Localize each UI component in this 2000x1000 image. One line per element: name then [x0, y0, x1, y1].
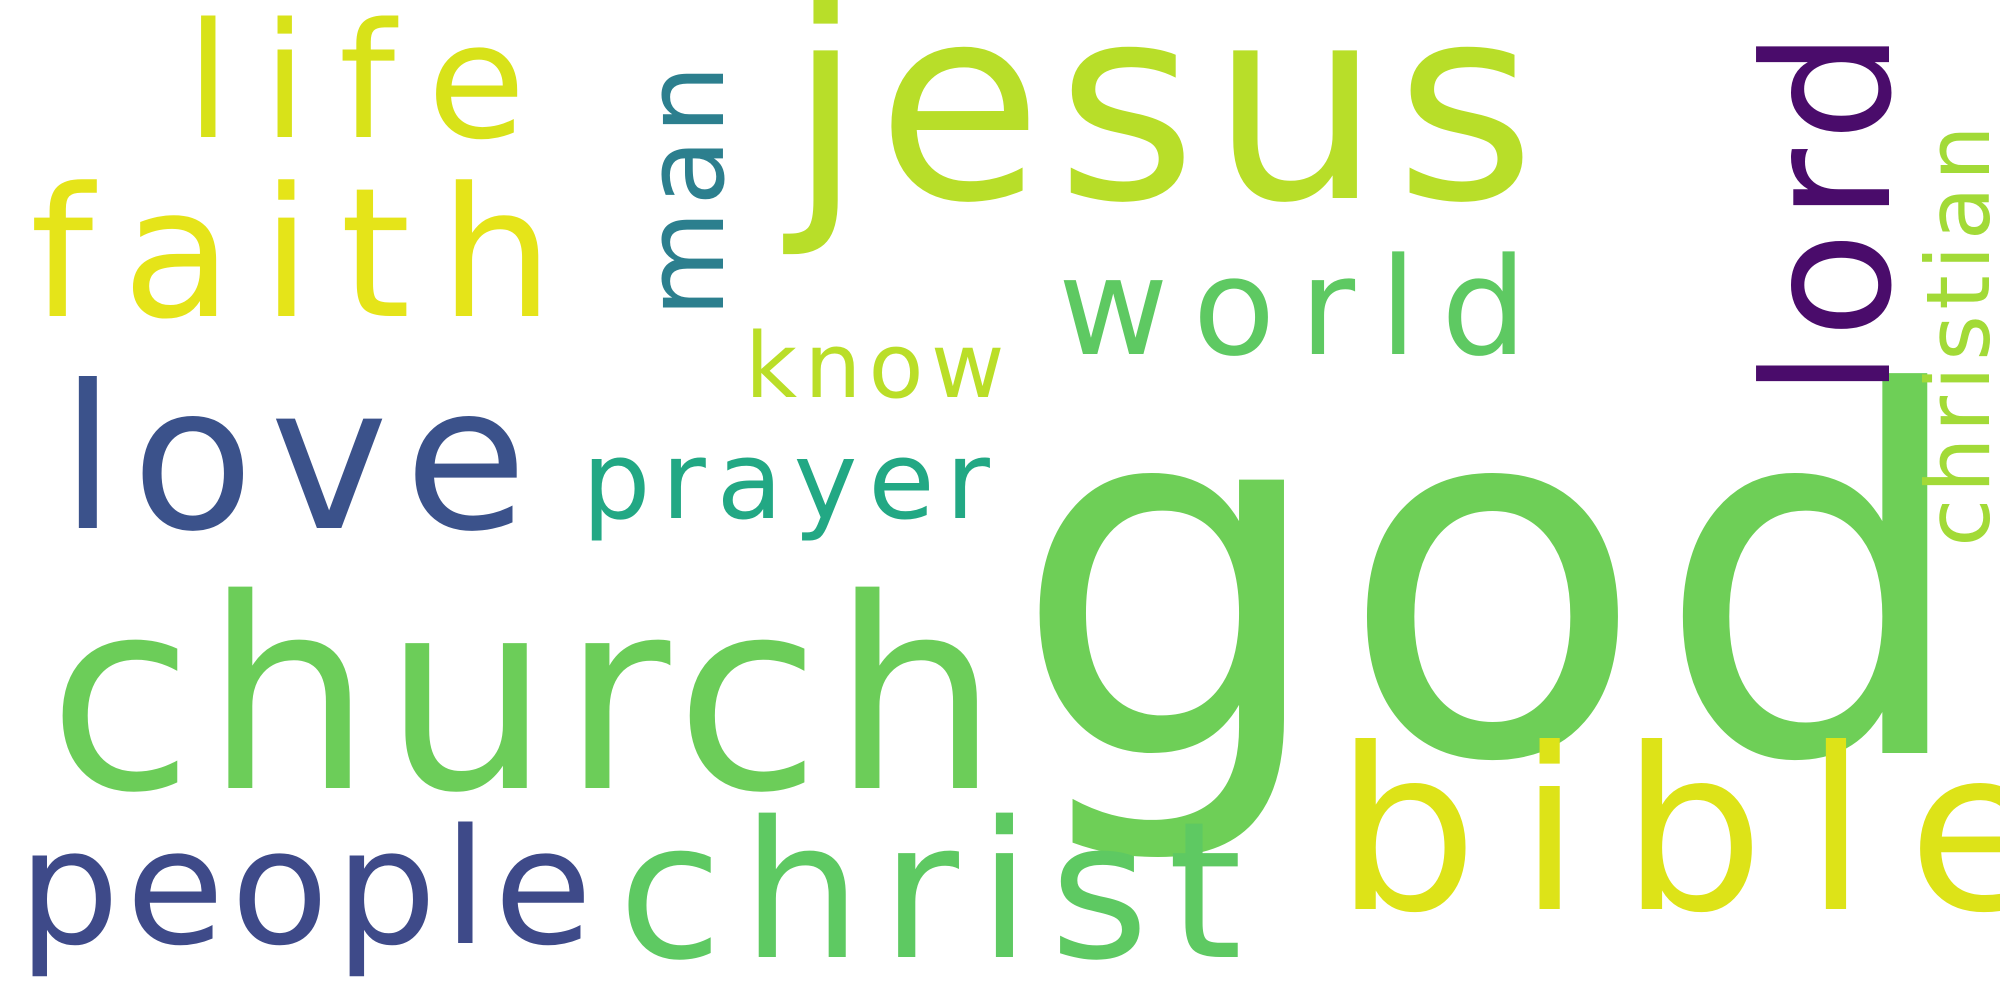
word-love: love — [60, 343, 544, 576]
word-lord: lord — [1728, 20, 1931, 398]
word-bible: bible — [1335, 701, 2000, 963]
word-jesus: jesus — [788, 0, 1550, 262]
word-man: man — [621, 60, 749, 318]
word-prayer: prayer — [582, 419, 1001, 544]
word-christ: christ — [618, 781, 1262, 1000]
word-know: know — [745, 314, 1012, 419]
word-christian: christian — [1907, 120, 2000, 547]
word-faith: faith — [30, 150, 583, 359]
word-god: god — [1012, 289, 1983, 871]
word-world: world — [1058, 229, 1552, 386]
word-life: life — [186, 0, 558, 175]
word-people: people — [18, 794, 599, 981]
word-church: church — [48, 543, 1010, 851]
